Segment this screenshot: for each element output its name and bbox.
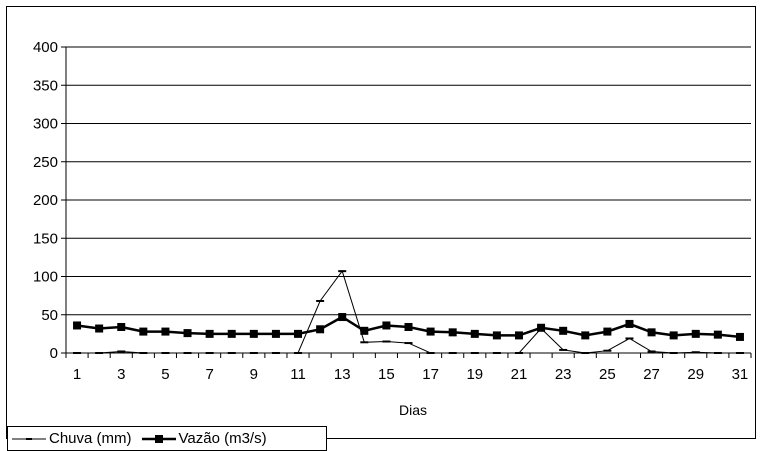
x-tick-label: 7: [205, 366, 213, 383]
data-point: [625, 319, 634, 328]
y-tick-label: 200: [33, 192, 58, 209]
data-point: [95, 324, 104, 333]
x-tick-label: 31: [732, 366, 749, 383]
x-tick-label: 19: [466, 366, 483, 383]
legend-label-vazao: Vazão (m3/s): [178, 430, 267, 447]
data-point: [183, 329, 192, 338]
data-point: [691, 329, 700, 338]
data-point: [537, 323, 546, 332]
data-point: [426, 327, 435, 336]
data-point: [404, 322, 413, 331]
data-point: [448, 328, 457, 337]
x-tick-label: 1: [73, 366, 81, 383]
x-tick-label: 3: [117, 366, 125, 383]
series-chuva: [73, 270, 744, 354]
legend-item-vazao: Vazão (m3/s): [141, 430, 267, 447]
series-vazao: [73, 313, 744, 341]
data-point: [559, 326, 568, 335]
x-tick-label: 29: [687, 366, 704, 383]
data-point: [581, 331, 590, 340]
x-axis-label: Dias: [399, 402, 427, 418]
series-group: [73, 270, 744, 354]
data-point: [647, 328, 656, 337]
legend-swatch-chuva: [12, 437, 46, 440]
x-axis: 1 3 5 7 9 11 13 15 17 19 21 23 25 27 29 31: [65, 352, 752, 383]
legend-swatch-vazao: [141, 434, 176, 443]
data-point: [514, 331, 523, 340]
data-point: [360, 326, 369, 335]
data-point: [205, 329, 214, 338]
legend-label-chuva: Chuva (mm): [49, 430, 132, 447]
data-point: [161, 327, 170, 336]
y-tick-label: 0: [50, 345, 58, 362]
data-point: [73, 321, 82, 330]
data-point: [735, 332, 744, 341]
data-point: [249, 329, 258, 338]
data-point: [470, 329, 479, 338]
x-tick-label: 17: [422, 366, 439, 383]
series-line: [77, 270, 740, 354]
x-tick-label: 15: [378, 366, 395, 383]
data-point: [117, 322, 126, 331]
data-point: [139, 327, 148, 336]
y-tick-label: 350: [33, 77, 58, 94]
y-tick-label: 150: [33, 230, 58, 247]
y-tick-label: 50: [41, 307, 58, 324]
data-point: [713, 330, 722, 339]
data-point: [294, 329, 303, 338]
x-tick-label: 25: [599, 366, 616, 383]
y-axis: 0 50 100 150 200 250 300 350 400: [33, 39, 67, 362]
data-point: [382, 321, 391, 330]
y-tick-label: 400: [33, 39, 58, 56]
data-point: [669, 331, 678, 340]
x-tick-label: 23: [555, 366, 572, 383]
chart-frame: 0 50 100 150 200 250 300 350 400 1 3 5 7 9 11 13 15 17 19…: [6, 6, 756, 451]
x-tick-label: 27: [643, 366, 660, 383]
x-tick-label: 11: [290, 366, 306, 383]
data-point: [492, 331, 501, 340]
gridlines: [66, 46, 751, 316]
legend-item-chuva: Chuva (mm): [12, 430, 132, 447]
data-point: [338, 313, 347, 322]
y-tick-label: 250: [33, 154, 58, 171]
x-tick-label: 21: [511, 366, 528, 383]
data-point: [603, 327, 612, 336]
x-tick-label: 9: [250, 366, 258, 383]
legend: Chuva (mm) Vazão (m3/s): [7, 426, 327, 451]
y-tick-label: 300: [33, 116, 58, 133]
x-tick-label: 5: [161, 366, 169, 383]
y-tick-label: 100: [33, 269, 58, 286]
data-point: [271, 329, 280, 338]
data-point: [316, 325, 325, 334]
x-tick-label: 13: [334, 366, 351, 383]
data-point: [227, 329, 236, 338]
